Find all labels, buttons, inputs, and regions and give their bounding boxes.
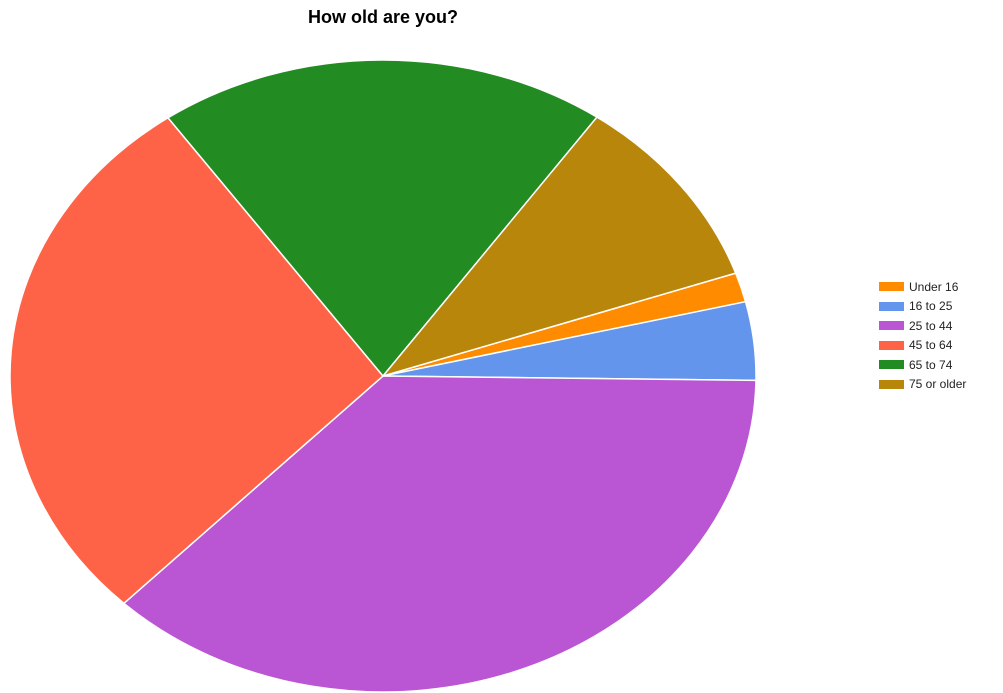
legend-item: Under 16 [879,277,966,297]
chart-title: How old are you? [307,7,458,27]
legend-swatch [879,282,904,292]
legend-item: 16 to 25 [879,297,966,317]
pie-slice-45-to-64 [9,116,385,605]
legend-swatch [879,360,904,370]
legend-item: 25 to 44 [879,316,966,336]
legend-swatch [879,301,904,311]
legend-label: 45 to 64 [909,338,953,353]
legend-swatch [879,340,904,350]
pie-slice-75-or-older [380,116,737,378]
legend-item: 75 or older [879,375,966,395]
legend-label: 16 to 25 [909,299,953,314]
legend-swatch [879,321,904,331]
legend-label: 75 or older [909,377,967,392]
pie-slice-65-to-74 [166,59,599,378]
legend-label: Under 16 [909,279,959,294]
legend: Under 16 16 to 25 25 to 44 45 to 64 65 to 74… [879,277,966,394]
legend-label: 65 to 74 [909,357,953,372]
legend-item: 65 to 74 [879,355,966,375]
legend-swatch [879,379,904,389]
legend-item: 45 to 64 [879,336,966,356]
legend-label: 25 to 44 [909,318,953,333]
pie-slice-25-to-44 [122,375,757,693]
